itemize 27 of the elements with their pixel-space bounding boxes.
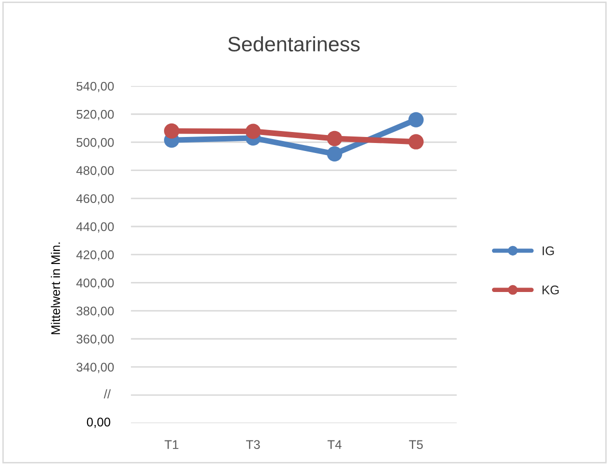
x-tick-label: T5 <box>409 440 423 449</box>
text: // <box>104 389 111 398</box>
y-axis-title: Mittelwert in Min. <box>50 242 60 334</box>
legend-label: IG <box>542 246 554 256</box>
x-tick-label: T1 <box>164 440 178 449</box>
point <box>326 130 342 146</box>
point <box>408 134 424 150</box>
y-tick-label: 540,00 <box>76 82 114 92</box>
text: 0,00 <box>86 418 110 428</box>
y-tick-label: 520,00 <box>76 110 114 120</box>
point <box>408 112 424 128</box>
y-tick-label: 480,00 <box>76 166 114 176</box>
y-tick-label: 340,00 <box>76 362 114 374</box>
x-tick-label: T3 <box>246 440 260 449</box>
point <box>245 124 261 140</box>
y-tick-label: 500,00 <box>76 138 114 148</box>
y-tick-label: 420,00 <box>76 250 114 261</box>
y-tick-label: 460,00 <box>76 194 114 205</box>
point <box>326 146 342 162</box>
point <box>164 123 180 139</box>
legend-label: KG <box>542 286 559 294</box>
x-tick-label: T4 <box>328 440 342 449</box>
y-tick-label: 380,00 <box>76 306 114 317</box>
y-tick-label: 360,00 <box>76 334 114 345</box>
y-tick-label: 440,00 <box>76 222 114 233</box>
chart-title: Sedentariness <box>228 36 360 52</box>
y-tick-label: 400,00 <box>76 278 114 289</box>
